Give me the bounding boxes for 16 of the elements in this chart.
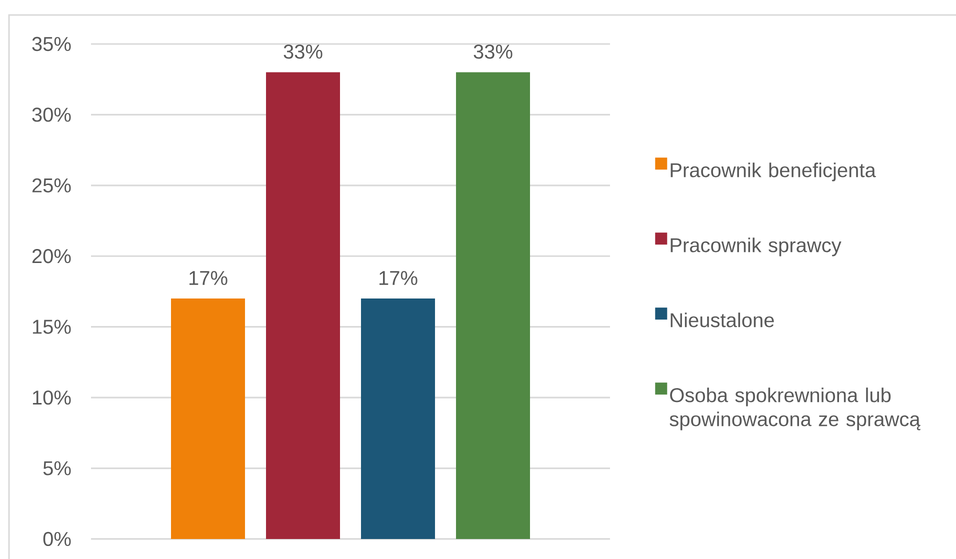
y-tick-label: 20% bbox=[32, 249, 71, 264]
data-label: 17% bbox=[190, 271, 228, 286]
y-tick-label: 30% bbox=[32, 108, 71, 122]
data-label: 33% bbox=[474, 44, 512, 59]
legend-label: Osoba spokrewniona lub spowinowacona ze sprawcą bbox=[670, 388, 920, 430]
y-tick-label: 10% bbox=[32, 390, 71, 405]
y-tick-label: 25% bbox=[32, 178, 71, 192]
legend-label: Pracownik beneficjenta bbox=[670, 162, 876, 182]
legend-label: Pracownik sprawcy bbox=[670, 238, 842, 256]
y-tick-label: 15% bbox=[32, 320, 71, 334]
data-label: 17% bbox=[380, 271, 418, 286]
y-tick-label: 5% bbox=[43, 461, 71, 476]
y-tick-label: 35% bbox=[32, 36, 71, 52]
data-label: 33% bbox=[284, 44, 322, 59]
legend-label: Nieustalone bbox=[670, 312, 774, 328]
y-tick-label: 0% bbox=[43, 532, 71, 546]
